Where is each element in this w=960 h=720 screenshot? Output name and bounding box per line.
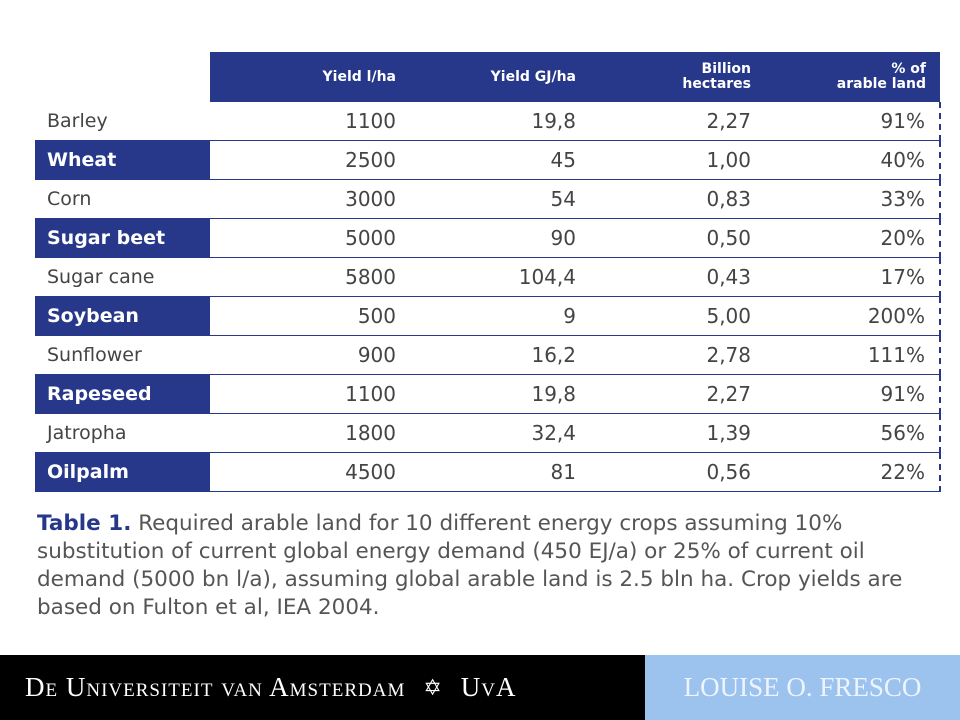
- crop-name: Rapeseed: [35, 374, 210, 414]
- author-banner: LOUISE O. FRESCO: [645, 655, 960, 720]
- header-cell: Yield GJ/ha: [410, 52, 590, 102]
- cell: 91%: [765, 102, 941, 141]
- cell: 1100: [210, 374, 410, 414]
- cell: 91%: [765, 374, 941, 414]
- cell: 0,50: [590, 218, 765, 258]
- cell: 40%: [765, 140, 941, 180]
- header-row: Yield l/ha Yield GJ/ha Billion hectares% o…: [35, 52, 940, 102]
- table-row: Corn 3000 54 0,83 33%: [35, 179, 941, 219]
- university-banner: De Universiteit van Amsterdam ✡ UvA: [0, 655, 645, 720]
- header-cell: Yield l/ha: [210, 52, 410, 102]
- table-body: Barley 1100 19,8 2,27 91% Wheat 2500 45 1,00 40% C…: [35, 102, 941, 492]
- header-blank: [35, 52, 210, 102]
- crop-name: Jatropha: [35, 413, 210, 453]
- cell: 3000: [210, 179, 410, 219]
- cell: 0,56: [590, 452, 765, 492]
- cell: 2,27: [590, 102, 765, 141]
- cell: 22%: [765, 452, 941, 492]
- cell: 19,8: [410, 102, 590, 141]
- cell: 111%: [765, 335, 941, 375]
- cell: 17%: [765, 257, 941, 297]
- cell: 1,00: [590, 140, 765, 180]
- cell: 90: [410, 218, 590, 258]
- cell: 1100: [210, 102, 410, 141]
- cell: 45: [410, 140, 590, 180]
- table-row: Sunflower 900 16,2 2,78 111%: [35, 335, 941, 375]
- crop-name: Oilpalm: [35, 452, 210, 492]
- table-row: Oilpalm 4500 81 0,56 22%: [35, 452, 941, 492]
- caption: Table 1. Required arable land for 10 dif…: [37, 510, 927, 622]
- crop-name: Sugar cane: [35, 257, 210, 297]
- crop-table: Yield l/ha Yield GJ/ha Billion hectares% o…: [35, 52, 941, 492]
- caption-label: Table 1.: [37, 511, 132, 536]
- cell: 81: [410, 452, 590, 492]
- crop-name: Soybean: [35, 296, 210, 336]
- header-cell: % of arable land: [765, 52, 940, 102]
- cell: 104,4: [410, 257, 590, 297]
- cell: 5000: [210, 218, 410, 258]
- cell: 2500: [210, 140, 410, 180]
- cell: 0,43: [590, 257, 765, 297]
- crop-name: Barley: [35, 102, 210, 141]
- cell: 33%: [765, 179, 941, 219]
- table-row: Wheat 2500 45 1,00 40%: [35, 140, 941, 180]
- cell: 200%: [765, 296, 941, 336]
- cell: 900: [210, 335, 410, 375]
- cell: 9: [410, 296, 590, 336]
- cell: 1800: [210, 413, 410, 453]
- crop-name: Wheat: [35, 140, 210, 180]
- cell: 2,78: [590, 335, 765, 375]
- cell: 20%: [765, 218, 941, 258]
- table-row: Barley 1100 19,8 2,27 91%: [35, 102, 941, 141]
- table-row: Sugar beet 5000 90 0,50 20%: [35, 218, 941, 258]
- table-row: Soybean 500 9 5,00 200%: [35, 296, 941, 336]
- cell: 1,39: [590, 413, 765, 453]
- cell: 19,8: [410, 374, 590, 414]
- cell: 16,2: [410, 335, 590, 375]
- crop-name: Corn: [35, 179, 210, 219]
- cell: 0,83: [590, 179, 765, 219]
- cell: 4500: [210, 452, 410, 492]
- cell: 54: [410, 179, 590, 219]
- caption-text: Required arable land for 10 different en…: [37, 511, 903, 620]
- cell: 5,00: [590, 296, 765, 336]
- table-row: Jatropha 1800 32,4 1,39 56%: [35, 413, 941, 453]
- cell: 56%: [765, 413, 941, 453]
- university-name: De Universiteit van Amsterdam: [25, 672, 406, 702]
- cell: 2,27: [590, 374, 765, 414]
- cell: 5800: [210, 257, 410, 297]
- table-row: Sugar cane 5800 104,4 0,43 17%: [35, 257, 941, 297]
- crop-name: Sunflower: [35, 335, 210, 375]
- crop-name: Sugar beet: [35, 218, 210, 258]
- table-row: Rapeseed 1100 19,8 2,27 91%: [35, 374, 941, 414]
- university-short: UvA: [460, 672, 517, 702]
- cell: 500: [210, 296, 410, 336]
- cell: 32,4: [410, 413, 590, 453]
- crest-icon: ✡: [423, 674, 443, 700]
- header-cell: Billion hectares: [590, 52, 765, 102]
- author-name: LOUISE O. FRESCO: [683, 672, 922, 702]
